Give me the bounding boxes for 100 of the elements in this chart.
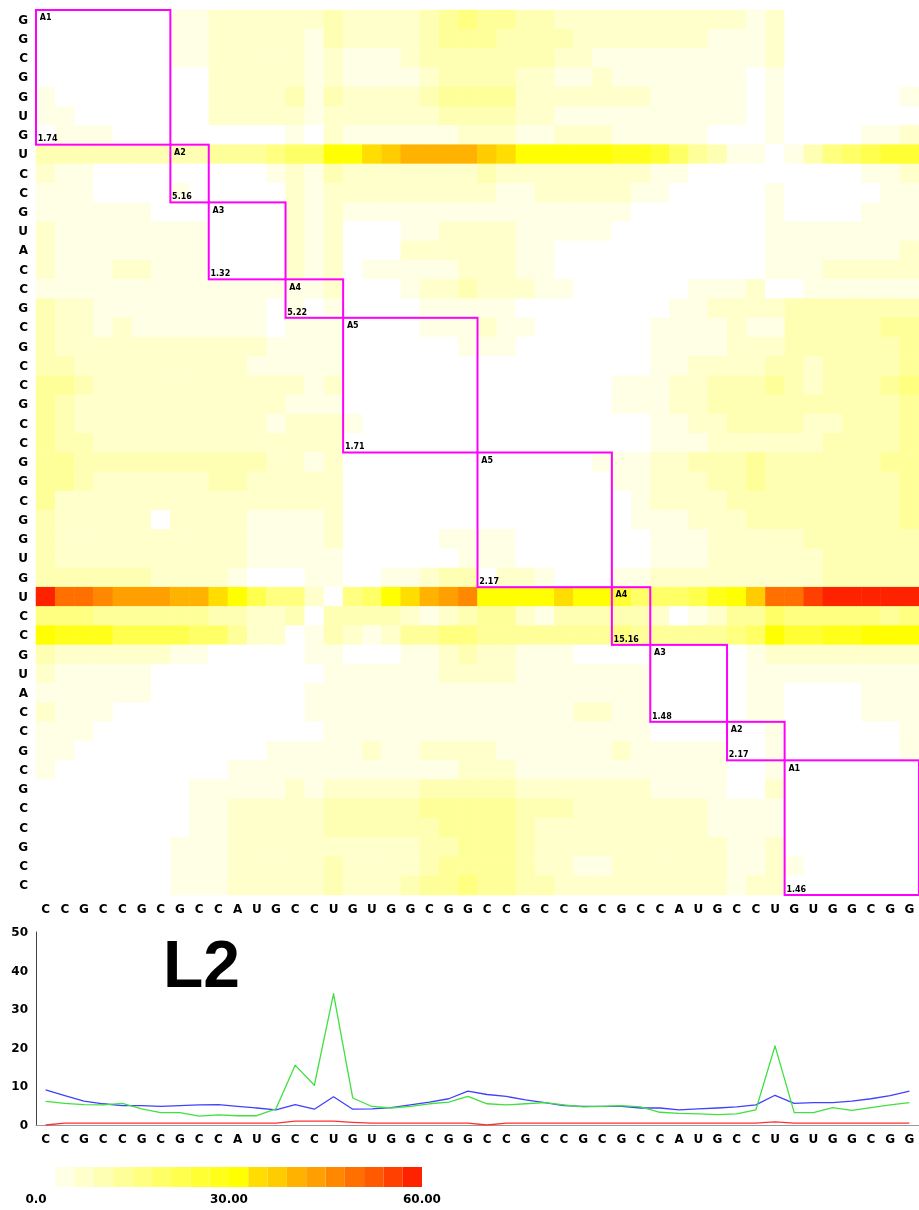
x-tick-label: G [136,902,147,916]
y-tick-label: A [18,243,29,258]
x-tick-label: C [559,902,569,916]
x-tick-label: C [501,902,511,916]
y-tick-label: U [18,147,28,162]
y-tick-label: C [19,320,29,335]
x-tick-label: U [693,902,704,916]
x-tick-label: U [251,1132,262,1146]
x-tick-label: U [770,1132,780,1146]
y-tick-label: C [19,493,29,508]
y-tick-label: C [19,435,29,450]
data-label: A2 [174,147,186,157]
x-tick-label: G [175,1132,185,1146]
data-label: 5.22 [287,307,308,317]
x-tick-label: C [559,1132,569,1146]
x-tick-label: C [41,1132,51,1146]
x-tick-label: C [290,1132,300,1146]
y-tick-label: C [19,724,29,739]
data-label: 2.17 [728,750,749,760]
y-tick-label: U [18,589,28,604]
x-tick-label: C [117,902,127,916]
x-tick-label: C [732,1132,742,1146]
x-tick-label: G [904,1132,915,1146]
x-tick-label: C [482,902,492,916]
y-tick-label: G [18,839,28,854]
y-tick-label: U [18,551,28,566]
data-label: A1 [39,13,52,23]
x-tick-label: G [712,902,723,916]
x-tick-label: C [194,1132,204,1146]
y-tick-label: G [18,128,28,143]
x-tick-label: G [405,902,416,916]
y-tick-label: C [19,51,29,66]
x-tick-label: C [866,902,876,916]
y-tick-label: G [18,570,28,585]
x-tick-label: G [443,902,454,916]
y-tick-label: C [19,609,29,624]
x-tick-label: G [79,902,89,916]
x-tick-label: C [732,902,742,916]
x-tick-label: G [616,902,627,916]
y-tick-label: C [19,185,29,200]
data-label: A1 [788,763,801,773]
x-tick-label: C [290,902,300,916]
x-tick-label: G [271,1132,281,1146]
x-tick-label: C [751,1132,761,1146]
data-label: 2.17 [479,576,499,586]
x-tick-label: G [846,902,857,916]
x-tick-label: C [117,1132,127,1146]
x-tick-label: C [60,1132,70,1146]
y-tick-label: 50 [11,925,28,939]
y-tick-label: G [18,743,28,758]
x-tick-label: G [885,902,896,916]
x-tick-label: G [846,1132,857,1146]
x-tick-label: G [616,1132,627,1146]
data-label: A2 [730,725,743,735]
y-tick-label: 40 [11,963,28,978]
x-tick-label: G [347,1132,358,1146]
y-tick-label: C [19,801,29,816]
y-tick-label: G [18,31,28,46]
y-tick-label: A [18,685,29,700]
x-tick-label: C [60,902,70,916]
data-label: 1.48 [652,711,673,721]
x-tick-label: G [578,902,589,916]
x-tick-label: C [501,1132,511,1146]
y-tick-label: U [18,108,28,123]
x-tick-label: U [251,902,262,916]
color-bar-label: 60.00 [403,1192,441,1206]
x-tick-label: C [597,902,607,916]
x-tick-label: G [827,1132,838,1146]
x-tick-label: G [79,1132,89,1146]
x-tick-label: U [770,902,780,916]
data-label: 1.74 [37,134,58,144]
y-tick-label: C [19,378,29,393]
y-tick-label: 20 [11,1040,28,1055]
x-tick-label: C [98,902,108,916]
x-tick-label: U [328,902,339,916]
x-tick-label: G [462,1132,473,1146]
x-tick-label: A [674,1132,685,1146]
x-tick-label: G [789,1132,800,1146]
x-tick-label: C [751,902,761,916]
y-tick-label: G [18,474,28,489]
data-label: A3 [654,648,666,658]
y-tick-label: C [19,705,29,720]
y-tick-label: C [19,281,29,296]
line-series [44,1089,911,1111]
y-tick-label: 10 [11,1079,28,1094]
data-label: 1.32 [210,269,231,279]
x-tick-label: G [827,902,838,916]
y-tick-label: C [19,628,29,643]
chart-title: L2 [163,927,241,1001]
x-tick-label: U [367,902,377,916]
y-tick-label: G [18,205,28,220]
x-tick-label: C [636,1132,646,1146]
x-tick-label: G [271,902,281,916]
x-tick-label: C [41,902,51,916]
y-tick-label: G [18,89,28,104]
x-tick-label: G [520,1132,531,1146]
y-tick-label: G [18,455,28,470]
x-tick-label: G [885,1132,896,1146]
x-tick-label: G [443,1132,454,1146]
y-tick-label: C [19,820,29,835]
